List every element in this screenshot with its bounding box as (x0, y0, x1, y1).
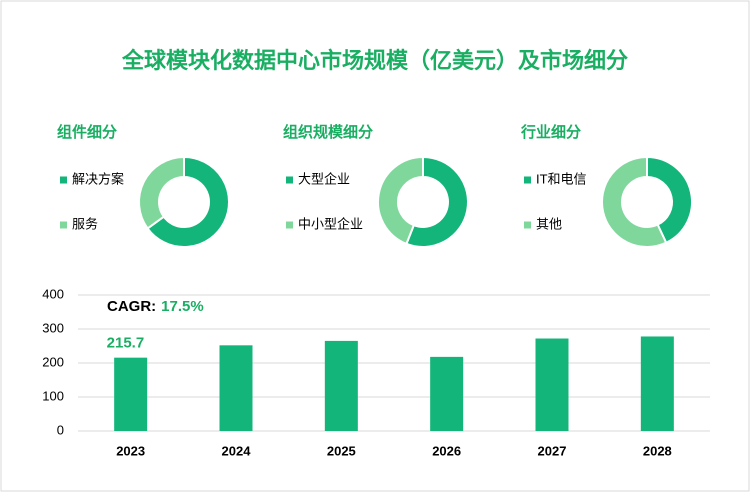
cagr-label: CAGR: (107, 298, 156, 315)
x-tick-label: 2024 (222, 443, 252, 458)
legend-swatch (524, 176, 531, 184)
x-tick-label: 2028 (643, 443, 672, 458)
x-tick-label: 2023 (116, 443, 145, 458)
x-tick-label: 2027 (538, 443, 567, 458)
pie-slice (646, 155, 693, 245)
bar (324, 340, 358, 431)
bar (535, 338, 569, 431)
x-tick-label: 2025 (327, 443, 356, 458)
bar (430, 356, 464, 431)
pie-title: 组织规模细分 (283, 123, 373, 141)
legend-label: 中小型企业 (298, 216, 363, 231)
legend-swatch (60, 176, 67, 184)
pie-title: 组件细分 (57, 123, 117, 141)
y-tick-label: 400 (42, 286, 64, 301)
bar (114, 357, 148, 431)
legend-label: 服务 (72, 216, 98, 231)
y-tick-label: 300 (42, 320, 64, 335)
pie-slice (146, 155, 230, 248)
pie-slice (601, 155, 668, 248)
x-tick-label: 2026 (432, 443, 461, 458)
legend-swatch (286, 176, 293, 184)
chart-title: 全球模块化数据中心市场规模（亿美元）及市场细分 (121, 48, 628, 73)
pie-slice (377, 155, 424, 246)
y-tick-label: 100 (42, 388, 64, 403)
pie-title: 行业细分 (520, 123, 581, 141)
pie-slice (405, 155, 469, 248)
cagr-value: 17.5% (161, 298, 204, 315)
legend-swatch (524, 221, 531, 229)
legend-label: 解决方案 (72, 171, 124, 186)
bar (219, 345, 253, 431)
y-tick-label: 200 (42, 354, 64, 369)
y-tick-label: 0 (57, 422, 64, 437)
legend-swatch (60, 221, 67, 229)
legend-label: 其他 (536, 216, 562, 231)
bar (640, 336, 674, 431)
legend-label: 大型企业 (298, 171, 350, 186)
value-label: 215.7 (107, 335, 145, 352)
legend-label: IT和电信 (536, 171, 587, 186)
pie-slice (138, 155, 185, 230)
legend-swatch (286, 221, 293, 229)
